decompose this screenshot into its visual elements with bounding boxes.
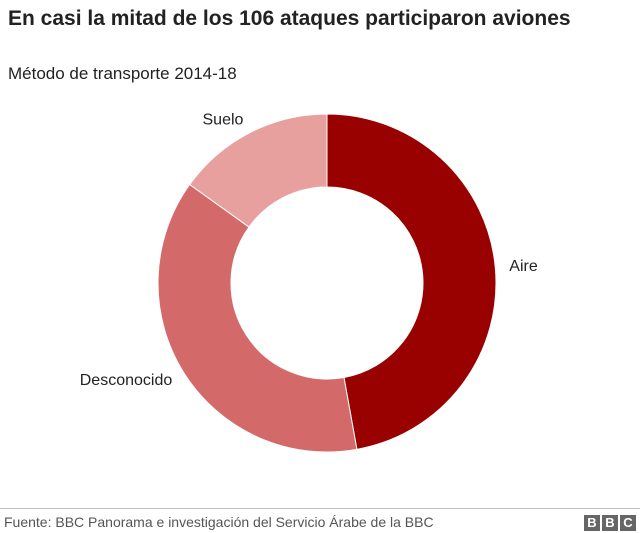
slice-label-suelo: Suelo: [203, 111, 244, 128]
chart-title: En casi la mitad de los 106 ataques part…: [8, 7, 571, 30]
slice-desconocido: [157, 183, 358, 453]
bbc-logo-block-2: B: [602, 515, 618, 531]
slice-suelo: [188, 113, 328, 228]
bbc-logo-block-3: C: [620, 515, 636, 531]
footer-divider: [0, 508, 640, 509]
slice-label-aire: Aire: [509, 258, 538, 275]
bbc-logo-block-1: B: [584, 515, 600, 531]
donut-labels: Aire Desconocido Suelo: [80, 111, 538, 389]
chart-subtitle: Método de transporte 2014-18: [8, 64, 237, 83]
donut-slices: [157, 113, 497, 453]
donut-chart: Aire Desconocido Suelo: [80, 111, 538, 453]
slice-aire: [326, 113, 497, 450]
source-note: Fuente: BBC Panorama e investigación del…: [4, 514, 434, 530]
slice-label-desconocido: Desconocido: [80, 372, 173, 389]
bbc-logo: B B C: [584, 515, 636, 531]
